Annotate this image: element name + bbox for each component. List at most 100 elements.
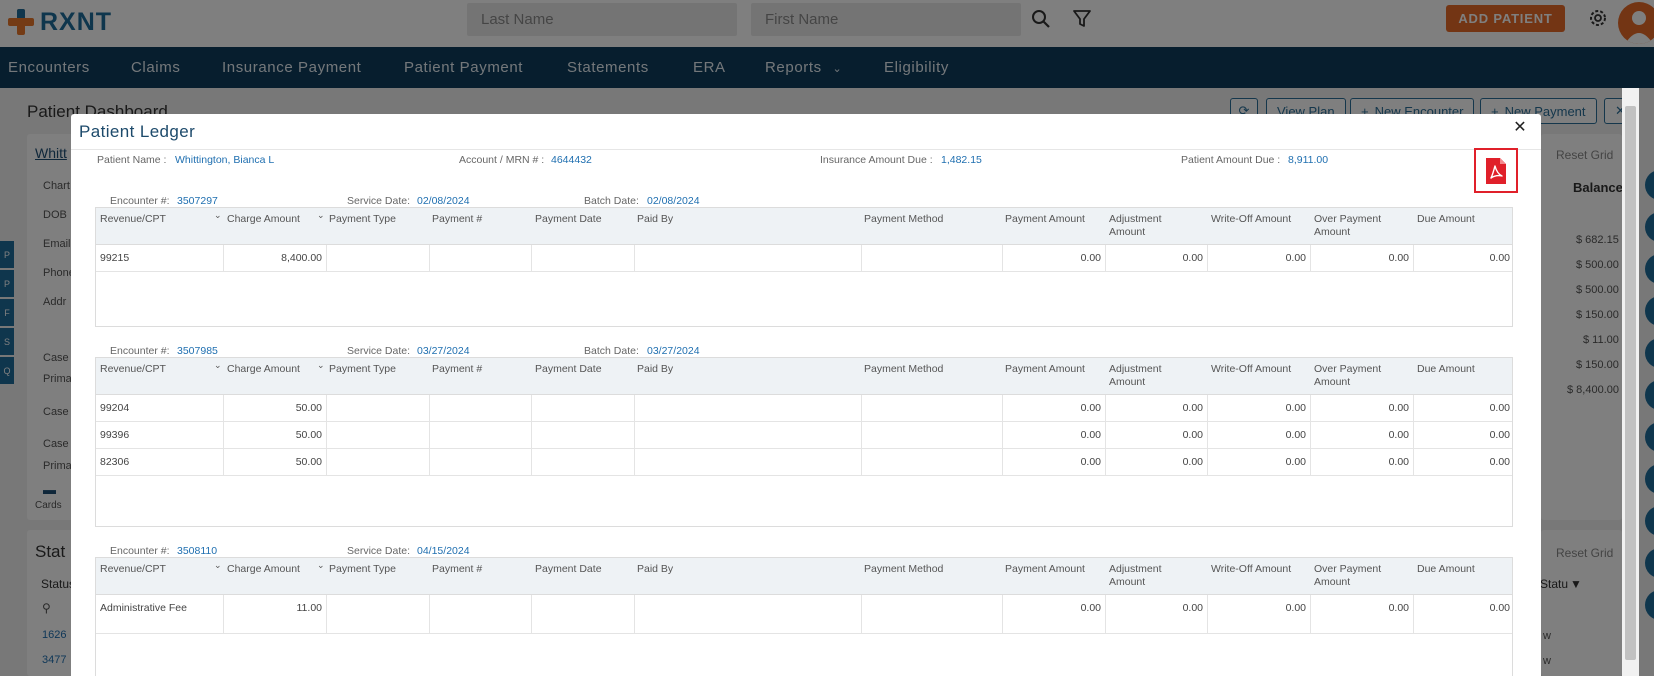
col-over-payment-amount[interactable]: Over Payment Amount [1314, 363, 1382, 388]
service-date-value: 03/27/2024 [417, 345, 470, 357]
cell-revenue-cpt: 82306 [96, 449, 224, 475]
table-row[interactable]: 99396 50.00 0.00 0.00 0.00 0.00 0.00 [96, 422, 1512, 449]
cell-payment-method [862, 422, 1003, 448]
col-payment-number[interactable]: Payment # [432, 563, 483, 575]
export-pdf-button[interactable] [1474, 148, 1518, 193]
col-payment-number[interactable]: Payment # [432, 213, 483, 225]
cell-write-off-amount: 0.00 [1208, 245, 1311, 271]
chevron-down-icon[interactable]: ⌄ [317, 210, 325, 220]
col-revenue-cpt[interactable]: Revenue/CPT [100, 363, 166, 375]
col-revenue-cpt[interactable]: Revenue/CPT [100, 563, 166, 575]
table-row[interactable]: 99204 50.00 0.00 0.00 0.00 0.00 0.00 [96, 395, 1512, 422]
cell-write-off-amount: 0.00 [1208, 395, 1311, 421]
cell-revenue-cpt: 99396 [96, 422, 224, 448]
scrollbar-thumb[interactable] [1625, 106, 1636, 660]
table-row[interactable]: 99215 8,400.00 0.00 0.00 0.00 0.00 0.00 [96, 245, 1512, 272]
patient-due-label: Patient Amount Due : [1181, 154, 1281, 166]
cell-paid-by [635, 422, 862, 448]
cell-payment-number [430, 245, 532, 271]
modal-divider [71, 149, 1541, 150]
col-payment-amount[interactable]: Payment Amount [1005, 363, 1085, 375]
col-payment-date[interactable]: Payment Date [535, 363, 602, 375]
col-payment-method[interactable]: Payment Method [864, 213, 944, 225]
cell-over-payment-amount: 0.00 [1311, 595, 1414, 633]
batch-date-value: 02/08/2024 [647, 195, 700, 207]
table-row[interactable]: Administrative Fee 11.00 0.00 0.00 0.00 … [96, 595, 1512, 634]
grid-header: Revenue/CPT ⌄ Charge Amount ⌄ Payment Ty… [96, 358, 1512, 395]
service-date-label: Service Date: [347, 545, 411, 557]
cell-revenue-cpt: Administrative Fee [96, 595, 224, 633]
cell-payment-amount: 0.00 [1003, 422, 1106, 448]
pdf-icon [1486, 157, 1506, 184]
chevron-down-icon[interactable]: ⌄ [214, 210, 222, 220]
col-charge-amount[interactable]: Charge Amount [227, 213, 300, 225]
cell-payment-type [327, 595, 430, 633]
service-date-value: 02/08/2024 [417, 195, 470, 207]
col-payment-date[interactable]: Payment Date [535, 563, 602, 575]
cell-due-amount: 0.00 [1489, 252, 1510, 264]
account-label: Account / MRN # : [459, 154, 545, 166]
cell-payment-number [430, 395, 532, 421]
col-payment-method[interactable]: Payment Method [864, 563, 944, 575]
close-icon[interactable]: ✕ [1513, 119, 1527, 136]
cell-paid-by [635, 245, 862, 271]
chevron-down-icon[interactable]: ⌄ [214, 560, 222, 570]
cell-charge-amount: 11.00 [224, 595, 327, 633]
cell-write-off-amount: 0.00 [1208, 595, 1311, 633]
chevron-down-icon[interactable]: ⌄ [317, 360, 325, 370]
cell-over-payment-amount: 0.00 [1311, 395, 1414, 421]
col-payment-amount[interactable]: Payment Amount [1005, 563, 1085, 575]
ledger-grid: Revenue/CPT ⌄ Charge Amount ⌄ Payment Ty… [95, 557, 1513, 676]
col-write-off-amount[interactable]: Write-Off Amount [1211, 213, 1292, 225]
col-write-off-amount[interactable]: Write-Off Amount [1211, 363, 1292, 375]
cell-payment-type [327, 245, 430, 271]
col-charge-amount[interactable]: Charge Amount [227, 363, 300, 375]
account-value: 4644432 [551, 154, 592, 166]
insurance-due-label: Insurance Amount Due : [820, 154, 933, 166]
col-write-off-amount[interactable]: Write-Off Amount [1211, 563, 1292, 575]
col-charge-amount[interactable]: Charge Amount [227, 563, 300, 575]
col-due-amount[interactable]: Due Amount [1417, 563, 1475, 575]
chevron-down-icon[interactable]: ⌄ [317, 560, 325, 570]
cell-payment-number [430, 449, 532, 475]
cell-due-amount: 0.00 [1489, 402, 1510, 414]
cell-write-off-amount: 0.00 [1208, 449, 1311, 475]
col-revenue-cpt[interactable]: Revenue/CPT [100, 213, 166, 225]
col-payment-number[interactable]: Payment # [432, 363, 483, 375]
col-adjustment-amount[interactable]: Adjustment Amount [1109, 563, 1162, 588]
ledger-grid: Revenue/CPT ⌄ Charge Amount ⌄ Payment Ty… [95, 207, 1513, 327]
col-payment-amount[interactable]: Payment Amount [1005, 213, 1085, 225]
chevron-down-icon[interactable]: ⌄ [214, 360, 222, 370]
patient-due-value: 8,911.00 [1288, 154, 1329, 166]
service-date-label: Service Date: [347, 195, 411, 207]
col-payment-type[interactable]: Payment Type [329, 563, 396, 575]
page-scrollbar[interactable] [1622, 88, 1639, 676]
col-paid-by[interactable]: Paid By [637, 563, 674, 575]
col-over-payment-amount[interactable]: Over Payment Amount [1314, 563, 1382, 588]
col-payment-method[interactable]: Payment Method [864, 363, 944, 375]
cell-adjustment-amount: 0.00 [1106, 449, 1208, 475]
cell-adjustment-amount: 0.00 [1106, 395, 1208, 421]
cell-paid-by [635, 595, 862, 633]
service-date-value: 04/15/2024 [417, 545, 470, 557]
col-payment-type[interactable]: Payment Type [329, 213, 396, 225]
col-payment-date[interactable]: Payment Date [535, 213, 602, 225]
col-paid-by[interactable]: Paid By [637, 213, 674, 225]
cell-over-payment-amount: 0.00 [1311, 449, 1414, 475]
encounter-label: Encounter #: [110, 345, 170, 357]
col-payment-type[interactable]: Payment Type [329, 363, 396, 375]
col-due-amount[interactable]: Due Amount [1417, 213, 1475, 225]
col-over-payment-amount[interactable]: Over Payment Amount [1314, 213, 1382, 238]
cell-revenue-cpt: 99204 [96, 395, 224, 421]
col-due-amount[interactable]: Due Amount [1417, 363, 1475, 375]
col-paid-by[interactable]: Paid By [637, 363, 674, 375]
col-adjustment-amount[interactable]: Adjustment Amount [1109, 363, 1162, 388]
cell-paid-by [635, 395, 862, 421]
cell-adjustment-amount: 0.00 [1106, 422, 1208, 448]
table-row[interactable]: 82306 50.00 0.00 0.00 0.00 0.00 0.00 [96, 449, 1512, 476]
cell-charge-amount: 50.00 [224, 449, 327, 475]
col-adjustment-amount[interactable]: Adjustment Amount [1109, 213, 1162, 238]
cell-payment-type [327, 395, 430, 421]
cell-over-payment-amount: 0.00 [1311, 245, 1414, 271]
cell-due-amount: 0.00 [1489, 429, 1510, 441]
